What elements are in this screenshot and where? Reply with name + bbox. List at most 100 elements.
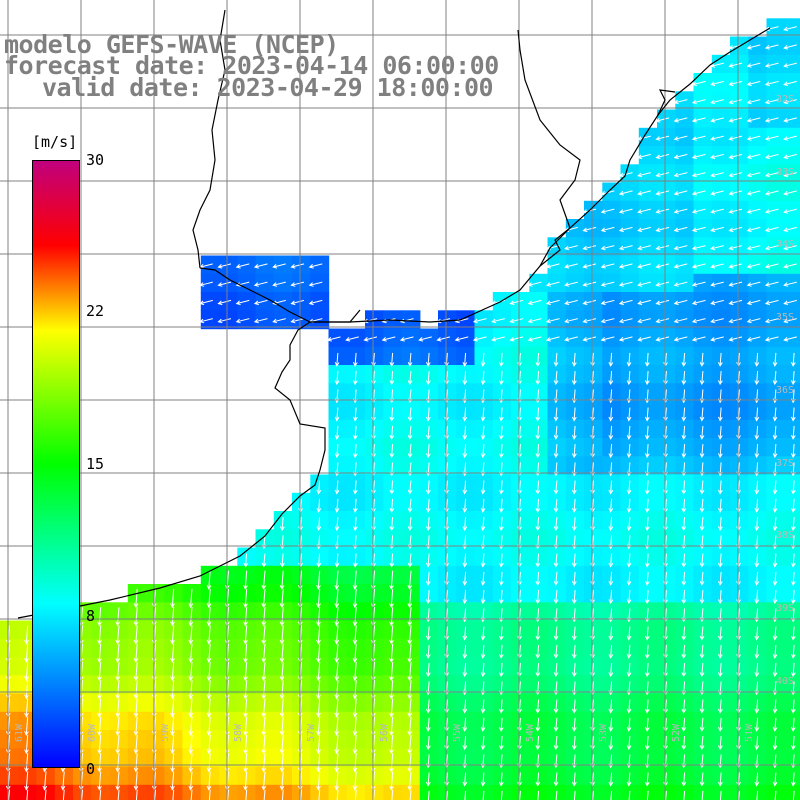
wind-arrow bbox=[334, 753, 340, 773]
wind-arrow bbox=[352, 352, 358, 367]
wind-arrow bbox=[498, 553, 504, 568]
field-cell bbox=[784, 401, 800, 421]
wind-arrow bbox=[462, 352, 468, 367]
wind-arrow bbox=[352, 625, 358, 645]
wind-arrow bbox=[81, 789, 83, 800]
wind-arrow bbox=[261, 607, 267, 627]
wind-arrow bbox=[389, 444, 395, 459]
wind-arrow bbox=[290, 263, 305, 269]
wind-arrow bbox=[699, 425, 705, 440]
wind-arrow bbox=[754, 644, 760, 659]
wind-arrow bbox=[728, 281, 743, 287]
wind-arrow bbox=[746, 80, 761, 87]
wind-arrow bbox=[600, 281, 615, 287]
wind-arrow bbox=[717, 444, 723, 459]
wind-arrow bbox=[564, 299, 578, 306]
wind-arrow bbox=[673, 99, 688, 105]
wind-arrow bbox=[425, 407, 431, 422]
wind-arrow bbox=[783, 336, 797, 342]
wind-arrow bbox=[115, 607, 121, 627]
wind-arrow bbox=[535, 717, 541, 732]
wind-arrow bbox=[462, 371, 468, 386]
wind-arrow bbox=[699, 553, 705, 568]
wind-arrow bbox=[279, 553, 285, 568]
wind-arrow bbox=[407, 734, 413, 755]
wind-arrow bbox=[772, 425, 778, 440]
lon-label: 60W bbox=[87, 723, 98, 742]
wind-arrow bbox=[691, 190, 706, 196]
wind-arrow bbox=[626, 571, 632, 586]
wind-arrow bbox=[170, 625, 175, 645]
wind-arrow bbox=[545, 318, 560, 324]
wind-arrow bbox=[170, 680, 175, 700]
wind-arrow bbox=[600, 208, 615, 214]
wind-arrow bbox=[425, 425, 431, 440]
wind-arrow bbox=[681, 736, 687, 751]
wind-arrow bbox=[407, 498, 413, 513]
wind-arrow bbox=[425, 571, 431, 586]
wind-arrow bbox=[754, 553, 760, 568]
wind-arrow bbox=[462, 498, 468, 513]
wind-arrow bbox=[462, 772, 468, 787]
wind-arrow bbox=[407, 753, 413, 773]
wind-arrow bbox=[699, 444, 705, 459]
wind-arrow bbox=[97, 643, 102, 663]
wind-arrow bbox=[316, 680, 321, 700]
wind-arrow bbox=[600, 299, 615, 306]
wind-arrow bbox=[316, 698, 321, 718]
wind-arrow bbox=[783, 263, 797, 269]
wind-arrow bbox=[644, 699, 650, 714]
wind-arrow bbox=[545, 281, 560, 287]
wind-speed-field bbox=[0, 18, 800, 800]
wind-arrow bbox=[553, 553, 559, 568]
wind-arrow bbox=[655, 172, 670, 178]
wind-arrow bbox=[316, 625, 321, 645]
wind-arrow bbox=[425, 626, 431, 641]
wind-arrow bbox=[754, 407, 760, 422]
valid-date: valid date: 2023-04-29 18:00:00 bbox=[42, 73, 494, 102]
wind-arrow bbox=[535, 480, 541, 495]
wind-arrow bbox=[389, 371, 395, 386]
wind-arrow bbox=[564, 281, 578, 287]
wind-arrow bbox=[790, 699, 796, 714]
wind-arrow bbox=[655, 281, 670, 287]
lat-label: 36S bbox=[775, 385, 794, 396]
wind-arrow bbox=[626, 553, 632, 568]
wind-arrow bbox=[389, 480, 395, 495]
wind-arrow bbox=[389, 607, 394, 627]
wind-arrow bbox=[637, 190, 651, 196]
wind-arrow bbox=[316, 643, 321, 663]
wind-arrow bbox=[681, 480, 687, 495]
wind-arrow bbox=[261, 553, 267, 568]
wind-arrow bbox=[425, 352, 431, 367]
wind-arrow bbox=[644, 517, 650, 532]
wind-arrow bbox=[608, 444, 614, 459]
wind-arrow bbox=[498, 498, 504, 513]
wind-arrow bbox=[253, 263, 268, 269]
wind-arrow bbox=[681, 407, 687, 422]
wind-arrow bbox=[673, 263, 688, 269]
wind-arrow bbox=[334, 480, 340, 495]
wind-arrow bbox=[754, 699, 760, 714]
wind-arrow bbox=[681, 772, 687, 787]
wind-arrow bbox=[389, 753, 394, 773]
wind-arrow bbox=[728, 226, 743, 233]
wind-arrow bbox=[316, 607, 321, 627]
wind-arrow bbox=[681, 498, 687, 513]
wind-arrow bbox=[352, 607, 358, 627]
wind-arrow bbox=[425, 699, 431, 714]
wind-arrow bbox=[509, 318, 524, 324]
wind-arrow bbox=[535, 407, 541, 422]
wind-arrow bbox=[790, 663, 796, 678]
wind-arrow bbox=[682, 790, 686, 800]
wind-arrow bbox=[261, 698, 267, 718]
wind-arrow bbox=[673, 153, 688, 160]
wind-arrow bbox=[316, 716, 321, 736]
wind-arrow bbox=[772, 553, 778, 568]
wind-arrow bbox=[764, 153, 779, 160]
wind-arrow bbox=[62, 789, 65, 800]
wind-arrow bbox=[637, 299, 651, 306]
wind-arrow bbox=[609, 790, 613, 800]
wind-arrow bbox=[352, 753, 358, 773]
